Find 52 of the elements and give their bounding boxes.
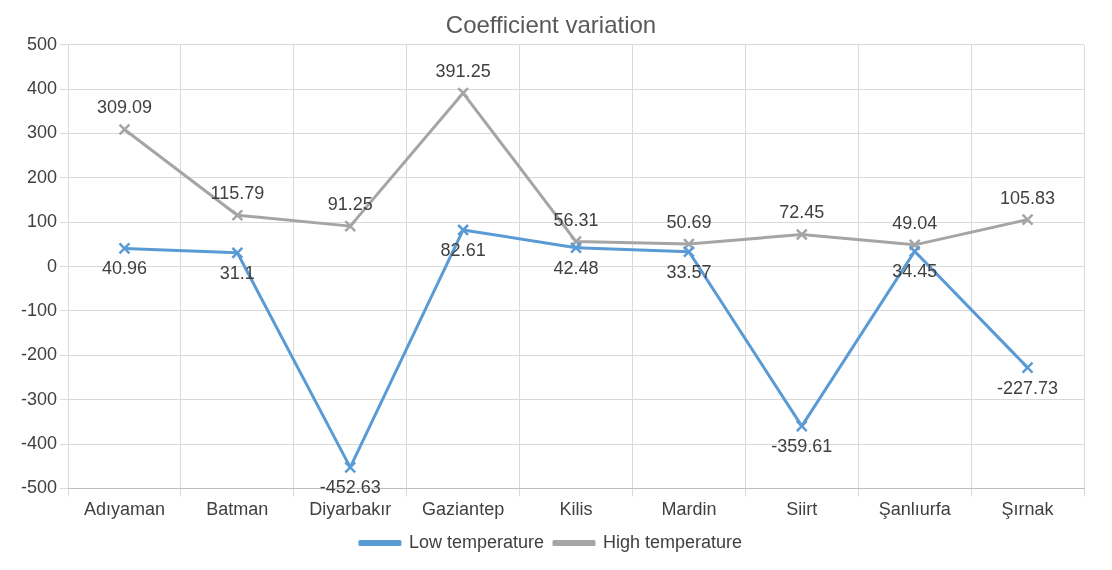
point: [569, 241, 583, 254]
legend-label: Low temperature: [408, 531, 545, 552]
point: [231, 246, 244, 259]
data-label: 391.25: [435, 61, 491, 82]
x-tick-label: Adıyaman: [83, 499, 165, 520]
legend-label: High temperature: [603, 531, 743, 552]
point: [118, 242, 131, 255]
y-tick-label: 100: [26, 211, 58, 232]
data-label: 91.25: [327, 194, 373, 215]
y-tick-label: -100: [21, 299, 58, 320]
data-label: 49.04: [892, 212, 938, 233]
data-label: 42.48: [553, 257, 599, 278]
point: [118, 123, 131, 136]
y-tick-label: -200: [21, 344, 58, 365]
x-tick-label: Diyarbakır: [309, 499, 392, 520]
y-tick-label: -400: [21, 433, 58, 454]
x-tick-label: Kilis: [559, 499, 593, 520]
point: [795, 228, 808, 241]
x-tick-label: Batman: [206, 499, 269, 520]
x-tick-label: Gaziantep: [422, 499, 505, 520]
y-tick-label: 300: [26, 122, 58, 143]
point: [682, 245, 696, 258]
point: [795, 419, 808, 433]
data-label: 115.79: [210, 183, 265, 204]
data-label: 50.69: [666, 212, 712, 233]
x-tick-label: Şırnak: [1001, 499, 1055, 520]
y-tick-label: 400: [26, 78, 58, 99]
point: [1021, 213, 1034, 226]
y-tick-label: 200: [26, 166, 58, 187]
point: [231, 209, 244, 222]
data-label: 56.31: [553, 209, 599, 230]
data-label: 40.96: [101, 258, 147, 279]
point: [344, 219, 357, 233]
data-label: 309.09: [96, 97, 152, 118]
point: [456, 86, 470, 100]
y-tick-label: -500: [21, 477, 58, 498]
x-tick-label: Siirt: [786, 499, 818, 520]
point: [908, 245, 921, 258]
data-label: 72.45: [779, 202, 825, 223]
x-tick-label: Şanlıurfa: [878, 499, 952, 520]
y-tick-label: 0: [47, 255, 58, 276]
data-label: 105.83: [1000, 187, 1056, 208]
y-tick-label: -300: [21, 388, 58, 409]
point: [1021, 361, 1034, 374]
point: [456, 223, 470, 237]
data-label: -359.61: [771, 436, 833, 457]
data-label: -452.63: [319, 477, 381, 498]
data-label: -227.73: [997, 377, 1059, 398]
chart-title: Coefficient variation: [445, 11, 657, 39]
y-tick-label: 500: [26, 33, 58, 54]
x-tick-label: Mardin: [661, 499, 717, 520]
point: [344, 461, 357, 474]
